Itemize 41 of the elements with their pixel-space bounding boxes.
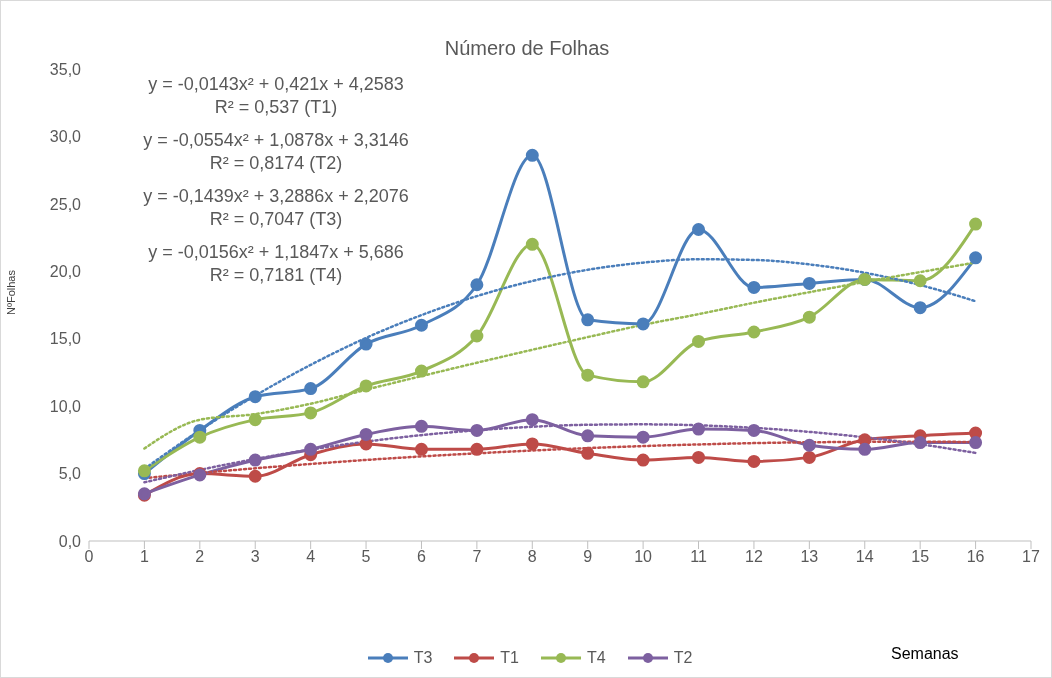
y-axis-title: NºFolhas — [5, 270, 17, 315]
x-tick-label: 9 — [583, 548, 593, 566]
x-tick-label: 5 — [361, 548, 371, 566]
x-tick-label: 3 — [250, 548, 260, 566]
y-tick-label: 0,0 — [58, 532, 82, 550]
x-tick-label: 1 — [139, 548, 149, 566]
x-axis-title: Semanas — [891, 645, 959, 663]
x-tick-label: 7 — [472, 548, 482, 566]
x-tick-label: 14 — [855, 548, 874, 566]
y-tick-label: 25,0 — [49, 195, 82, 213]
y-tick-label: 10,0 — [49, 397, 82, 415]
chart-title: Número de Folhas — [443, 37, 611, 60]
annotation: y = -0,0156x² + 1,1847x + 5,686 — [147, 241, 405, 264]
annotation: R² = 0,7047 (T3) — [208, 208, 344, 231]
x-tick-label: 12 — [745, 548, 763, 566]
legend-label: T2 — [672, 649, 693, 667]
x-tick-label: 6 — [417, 548, 427, 566]
y-tick-label: 5,0 — [58, 465, 82, 483]
y-tick-label: 30,0 — [49, 128, 82, 146]
annotation: R² = 0,537 (T1) — [213, 96, 339, 119]
x-tick-label: 17 — [1022, 548, 1040, 566]
x-tick-label: 8 — [527, 548, 537, 566]
annotation: y = -0,1439x² + 3,2886x + 2,2076 — [142, 185, 410, 208]
x-tick-label: 11 — [690, 548, 707, 566]
x-tick-label: 16 — [966, 548, 985, 566]
legend-label: T4 — [586, 649, 606, 667]
x-tick-label: 13 — [800, 548, 819, 566]
y-tick-label: 20,0 — [49, 262, 82, 280]
annotation: R² = 0,8174 (T2) — [208, 152, 344, 175]
x-tick-label: 10 — [634, 548, 653, 566]
x-tick-label: 2 — [195, 548, 205, 566]
x-tick-label: 4 — [306, 548, 316, 566]
y-tick-label: 35,0 — [49, 60, 82, 78]
y-tick-label: 15,0 — [49, 330, 82, 348]
legend-label: T3 — [412, 649, 433, 667]
legend-label: T1 — [499, 649, 519, 667]
annotation: R² = 0,7181 (T4) — [208, 264, 344, 287]
x-tick-label: 15 — [911, 548, 930, 566]
annotation: y = -0,0143x² + 0,421x + 4,2583 — [147, 73, 405, 96]
annotation: y = -0,0554x² + 1,0878x + 3,3146 — [142, 129, 410, 152]
x-tick-label: 0 — [84, 548, 94, 566]
